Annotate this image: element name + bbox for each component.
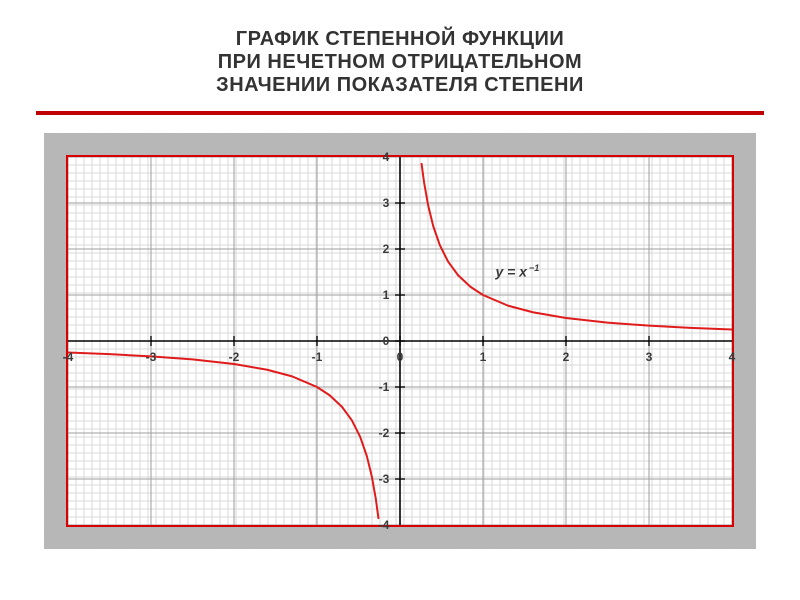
tick-label: -1	[379, 380, 390, 394]
tick-label: 1	[383, 288, 390, 302]
tick-label: -3	[379, 472, 390, 486]
chart-outer-panel: -4 -3 -2 -1 0 1 2 3 4 4 3 2 1 0 -1 -2 -3 -4 y = x−1	[44, 133, 756, 549]
tick-label: 0	[397, 350, 404, 364]
tick-label: 4	[729, 350, 736, 364]
tick-label: -3	[146, 350, 157, 364]
tick-label: -2	[229, 350, 240, 364]
tick-label: 4	[383, 150, 390, 164]
function-label-base: y = x	[495, 263, 527, 279]
tick-label: 2	[563, 350, 570, 364]
slide-title: ГРАФИК СТЕПЕННОЙ ФУНКЦИИ ПРИ НЕЧЕТНОМ ОТ…	[0, 0, 800, 109]
tick-label: -2	[379, 426, 390, 440]
tick-label: -4	[63, 350, 74, 364]
tick-label: -4	[379, 518, 390, 532]
tick-label: -1	[312, 350, 323, 364]
title-underline-rule	[36, 111, 764, 115]
title-line-3: ЗНАЧЕНИИ ПОКАЗАТЕЛЯ СТЕПЕНИ	[0, 74, 800, 97]
tick-label: 3	[646, 350, 653, 364]
title-line-1: ГРАФИК СТЕПЕННОЙ ФУНКЦИИ	[0, 28, 800, 51]
tick-label: 0	[383, 334, 390, 348]
tick-label: 2	[383, 242, 390, 256]
tick-label: 3	[383, 196, 390, 210]
function-label: y = x−1	[495, 263, 539, 280]
title-line-2: ПРИ НЕЧЕТНОМ ОТРИЦАТЕЛЬНОМ	[0, 51, 800, 74]
tick-label: 1	[480, 350, 487, 364]
function-label-exponent: −1	[529, 263, 539, 273]
chart-plot-area: -4-3-2-10123443210-1-2-3-4y = x−1	[66, 155, 734, 527]
